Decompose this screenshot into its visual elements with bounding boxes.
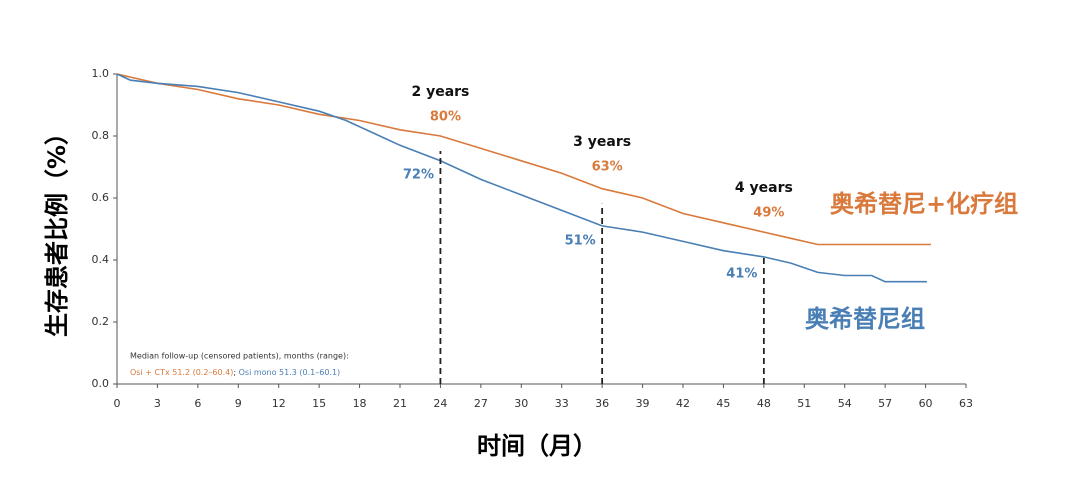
- footnote-part: ;: [233, 368, 238, 377]
- y-tick-label: 0.2: [92, 315, 110, 328]
- rate-label: 63%: [592, 160, 623, 175]
- x-tick-label: 42: [676, 397, 690, 410]
- rate-label: 72%: [403, 168, 434, 183]
- x-tick-label: 45: [716, 397, 730, 410]
- y-tick-label: 0.6: [92, 191, 110, 204]
- y-tick-label: 0.4: [92, 253, 110, 266]
- x-tick-label: 57: [878, 397, 892, 410]
- landmark-label: 3 years: [573, 134, 631, 150]
- rate-label: 80%: [430, 110, 461, 125]
- rate-label: 49%: [753, 206, 784, 221]
- x-tick-label: 63: [959, 397, 973, 410]
- x-tick-label: 3: [154, 397, 161, 410]
- y-axis-title: 生存患者比例（%）: [43, 121, 71, 337]
- rate-label: 51%: [565, 234, 596, 249]
- y-tick-label: 1.0: [92, 67, 110, 80]
- x-axis-title: 时间（月）: [477, 432, 597, 460]
- footnote-title: Median follow-up (censored patients), mo…: [130, 352, 349, 361]
- y-tick-label: 0.8: [92, 129, 110, 142]
- x-tick-label: 27: [474, 397, 488, 410]
- x-tick-label: 0: [114, 397, 121, 410]
- survival-curve: [116, 73, 931, 246]
- legend-entry: 奥希替尼+化疗组: [830, 190, 1018, 218]
- footnote: Osi + CTx 51.2 (0.2–60.4); Osi mono 51.3…: [130, 368, 340, 377]
- x-tick-label: 51: [797, 397, 811, 410]
- landmark-label: 2 years: [411, 84, 469, 100]
- y-tick-label: 0.0: [92, 377, 110, 390]
- x-tick-label: 21: [393, 397, 407, 410]
- footnote-part: Osi + CTx 51.2 (0.2–60.4): [130, 368, 233, 377]
- legend-entry: 奥希替尼组: [805, 305, 925, 333]
- x-tick-label: 15: [312, 397, 326, 410]
- x-tick-label: 9: [235, 397, 242, 410]
- survival-curve: [116, 73, 927, 283]
- x-tick-label: 12: [272, 397, 286, 410]
- x-tick-label: 39: [636, 397, 650, 410]
- x-tick-label: 36: [595, 397, 609, 410]
- x-tick-label: 6: [194, 397, 201, 410]
- x-tick-label: 30: [514, 397, 528, 410]
- x-tick-label: 60: [919, 397, 933, 410]
- x-tick-label: 48: [757, 397, 771, 410]
- x-tick-label: 54: [838, 397, 852, 410]
- landmark-label: 4 years: [735, 180, 793, 196]
- x-tick-label: 24: [433, 397, 447, 410]
- x-tick-label: 18: [353, 397, 367, 410]
- footnote-part: Osi mono 51.3 (0.1–60.1): [239, 368, 341, 377]
- rate-label: 41%: [726, 267, 757, 282]
- x-tick-label: 33: [555, 397, 569, 410]
